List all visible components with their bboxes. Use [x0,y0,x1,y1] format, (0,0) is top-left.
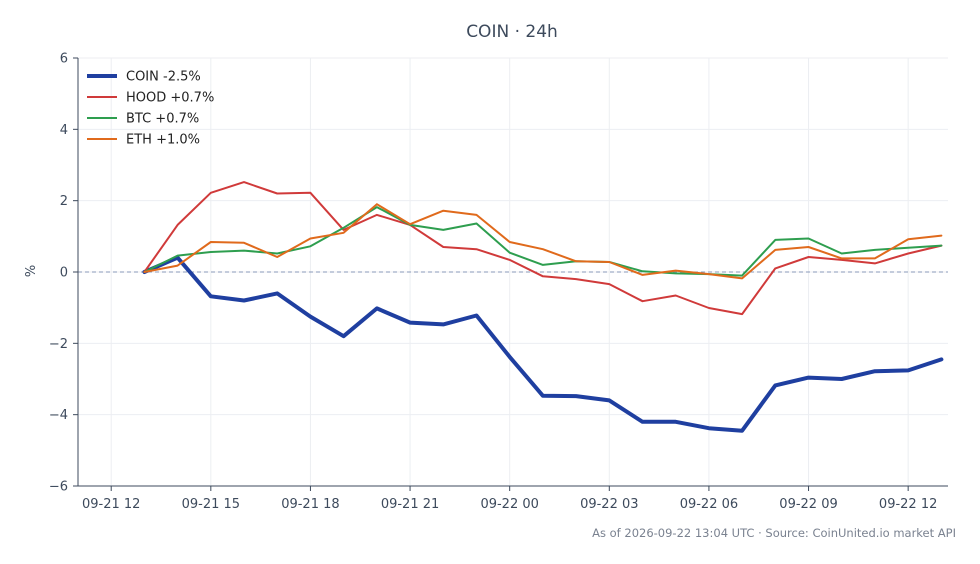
y-tick-label: 0 [60,266,68,281]
y-axis-ticks: −6 −4 −2 0 2 4 6 [49,52,78,495]
y-tick-label: −6 [49,480,68,495]
legend: COIN -2.5% HOOD +0.7% BTC +0.7% ETH +1.0% [87,70,214,148]
y-tick-label: 2 [60,194,68,209]
x-tick-label: 09-22 00 [480,497,538,512]
series-layer [142,181,944,433]
y-tick-label: 4 [60,123,68,138]
chart-title: COIN · 24h [466,22,558,42]
legend-label: ETH +1.0% [126,133,200,148]
y-axis-label: % [24,265,39,277]
y-tick-label: −4 [49,408,68,423]
series-line-btc [143,206,943,277]
y-tick-label: 6 [60,52,68,67]
x-tick-label: 09-21 15 [182,497,240,512]
x-tick-label: 09-22 03 [580,497,638,512]
x-tick-label: 09-22 09 [779,497,837,512]
series-line-hood [143,181,943,316]
x-tick-label: 09-21 12 [82,497,140,512]
x-tick-label: 09-22 12 [879,497,937,512]
series-line-coin [142,255,944,433]
series-line-eth [143,203,943,280]
source-footer: As of 2026-09-22 13:04 UTC · Source: Coi… [592,526,956,540]
x-tick-label: 09-22 06 [680,497,738,512]
x-axis-ticks: 09-21 12 09-21 15 09-21 18 09-21 21 09-22 00… [82,486,937,512]
legend-label: BTC +0.7% [126,112,199,127]
y-tick-label: −2 [49,337,68,352]
x-tick-label: 09-21 18 [281,497,339,512]
legend-label: COIN -2.5% [126,70,201,85]
x-tick-label: 09-21 21 [381,497,439,512]
legend-label: HOOD +0.7% [126,91,214,106]
